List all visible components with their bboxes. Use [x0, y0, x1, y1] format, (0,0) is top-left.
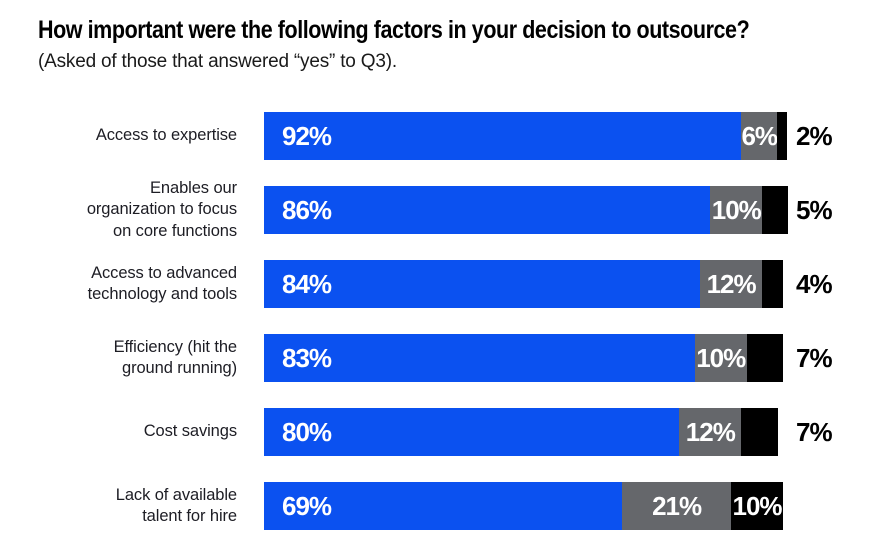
stacked-bar: 86% 10% — [264, 186, 789, 234]
bar-segment-gray: 12% — [699, 260, 763, 308]
bar-segment-blue: 92% — [264, 112, 742, 160]
category-label: Access to expertise — [95, 126, 237, 145]
chart-title: How important were the following factors… — [38, 16, 750, 44]
value-label-outside: 5% — [796, 195, 833, 225]
chart-rows: Access to expertise 92% 6% 2% Enables our or… — [0, 112, 872, 546]
value-label: 12% — [685, 417, 736, 447]
bar-segment-black — [746, 334, 783, 382]
chart-row: Access to expertise 92% 6% 2% — [0, 112, 872, 160]
value-label-outside: 2% — [796, 121, 833, 151]
value-label: 10% — [696, 343, 746, 373]
chart-row: Enables our organization to focus on cor… — [0, 179, 872, 239]
chart-row: Access to advanced technology and tools 8… — [0, 260, 872, 308]
value-label: 86% — [282, 195, 332, 225]
chart-header: How important were the following factors… — [0, 0, 872, 73]
bar-segment-black — [762, 186, 789, 234]
category-label: Lack of available talent for hire — [115, 485, 237, 525]
bar-segment-gray: 21% — [622, 482, 732, 530]
chart-row: Efficiency (hit the ground running) 83% 10… — [0, 334, 872, 382]
value-label: 6% — [741, 121, 778, 151]
value-label: 21% — [652, 491, 702, 521]
bar-segment-gray: 10% — [694, 334, 747, 382]
stacked-bar: 84% 12% — [264, 260, 783, 308]
chart-row: Cost savings 80% 12% 7% — [0, 408, 872, 456]
value-label: 92% — [282, 121, 332, 151]
bar-segment-gray: 10% — [710, 186, 763, 234]
bar-segment-blue: 80% — [264, 408, 680, 456]
value-label: 69% — [282, 491, 332, 521]
value-label-outside: 7% — [796, 417, 833, 447]
bar-segment-blue: 84% — [264, 260, 700, 308]
value-label: 83% — [282, 343, 332, 373]
value-label: 12% — [706, 269, 757, 299]
value-label: 80% — [282, 417, 332, 447]
value-label-outside: 4% — [796, 269, 833, 299]
bar-segment-black — [762, 260, 783, 308]
category-label: Cost savings — [143, 422, 237, 441]
category-label: Access to advanced technology and tools — [87, 263, 237, 303]
bar-segment-gray: 12% — [679, 408, 742, 456]
stacked-bar: 69% 21% 10% — [264, 482, 783, 530]
bar-segment-gray: 6% — [741, 112, 778, 160]
bar-segment-blue: 86% — [264, 186, 711, 234]
chart-subtitle: (Asked of those that answered “yes” to Q… — [38, 51, 397, 72]
category-label: Efficiency (hit the ground running) — [113, 337, 238, 377]
stacked-bar: 80% 12% — [264, 408, 783, 456]
stacked-bar: 92% 6% — [264, 112, 788, 160]
chart-row: Lack of available talent for hire 69% 21% 1… — [0, 482, 872, 530]
category-label: Enables our organization to focus on cor… — [86, 179, 237, 240]
bar-segment-black: 10% — [731, 482, 783, 530]
value-label: 10% — [732, 491, 783, 521]
value-label: 10% — [711, 195, 762, 225]
bar-segment-black — [777, 112, 788, 160]
bar-segment-blue: 83% — [264, 334, 695, 382]
bar-segment-black — [741, 408, 778, 456]
stacked-bar: 83% 10% — [264, 334, 783, 382]
value-label: 84% — [282, 269, 332, 299]
bar-segment-blue: 69% — [264, 482, 623, 530]
value-label-outside: 7% — [796, 343, 833, 373]
